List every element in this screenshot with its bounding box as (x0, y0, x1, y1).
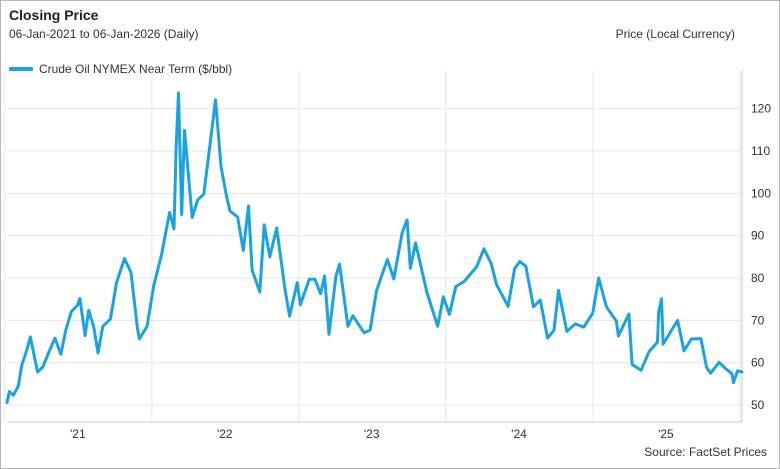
chart-date-range: 06-Jan-2021 to 06-Jan-2026 (Daily) (9, 27, 199, 41)
legend-swatch (9, 67, 33, 71)
x-tick-label: '23 (364, 427, 380, 441)
y-axis-label: Price (Local Currency) (615, 27, 735, 41)
chart-legend: Crude Oil NYMEX Near Term ($/bbl) (9, 62, 232, 76)
y-tick-label: 120 (751, 102, 771, 116)
x-tick-label: '22 (217, 427, 233, 441)
legend-label: Crude Oil NYMEX Near Term ($/bbl) (39, 62, 233, 76)
y-tick-label: 90 (751, 229, 765, 243)
y-tick-label: 70 (751, 313, 765, 327)
series-line (5, 91, 744, 404)
x-tick-label: '25 (658, 427, 674, 441)
x-tick-label: '24 (511, 427, 527, 441)
y-tick-label: 60 (751, 356, 765, 370)
source-note: Source: FactSet Prices (644, 445, 767, 459)
y-tick-label: 100 (751, 186, 771, 200)
y-tick-label: 110 (751, 144, 770, 158)
y-tick-label: 50 (751, 398, 765, 412)
x-tick-label: '21 (70, 427, 86, 441)
chart-title: Closing Price (9, 7, 99, 23)
y-tick-label: 80 (751, 271, 765, 285)
